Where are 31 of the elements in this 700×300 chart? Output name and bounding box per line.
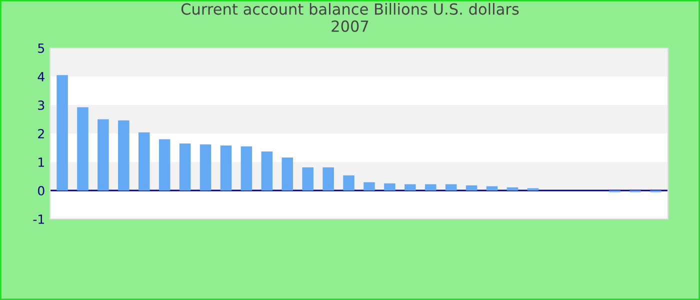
bar xyxy=(200,144,212,190)
y-tick-label: -1 xyxy=(33,214,44,224)
bar xyxy=(364,182,375,190)
bar xyxy=(302,167,314,190)
bar xyxy=(77,107,88,190)
bar xyxy=(424,184,436,190)
bar xyxy=(384,183,396,190)
bar xyxy=(261,151,273,190)
y-tick-label: 4 xyxy=(38,72,44,82)
bar xyxy=(220,145,232,190)
bar xyxy=(404,184,416,190)
y-tick-label: 3 xyxy=(38,100,44,110)
bar xyxy=(322,167,334,190)
chart-title: Current account balance Billions U.S. dollars 2007 xyxy=(181,3,519,32)
bar xyxy=(282,157,294,190)
bar xyxy=(56,75,68,190)
bar xyxy=(466,185,478,190)
bar xyxy=(179,143,191,190)
bar xyxy=(506,187,518,190)
bar xyxy=(98,119,109,190)
bar xyxy=(118,120,130,190)
y-tick-label: 0 xyxy=(38,186,44,196)
bar xyxy=(343,175,354,190)
y-tick-label: 5 xyxy=(38,44,44,53)
bar xyxy=(158,139,170,190)
bar xyxy=(138,132,150,190)
y-tick-label: 2 xyxy=(38,128,44,138)
bar xyxy=(445,184,457,190)
bar xyxy=(240,146,252,190)
y-tick-label: 1 xyxy=(38,158,44,167)
bar xyxy=(486,186,498,190)
